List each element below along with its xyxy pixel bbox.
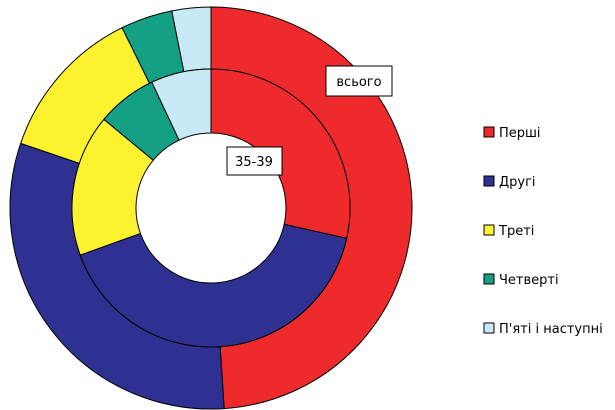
outer-ring-label: всього — [325, 65, 393, 97]
legend-item: П'яті і наступні — [483, 322, 603, 337]
outer-ring — [9, 6, 413, 410]
legend-label: П'яті і наступні — [499, 322, 603, 337]
legend-label: Четверті — [499, 273, 559, 288]
legend-swatch — [483, 175, 495, 187]
outer-ring-label-box — [325, 65, 393, 97]
legend-item: Треті — [483, 224, 534, 239]
legend-label: Другі — [499, 175, 536, 190]
inner-ring-slice-2 — [79, 223, 348, 348]
legend-item: Четверті — [483, 273, 559, 288]
inner-ring — [71, 68, 351, 348]
legend-item: Другі — [483, 175, 536, 190]
inner-ring-slice-5 — [151, 68, 212, 141]
inner-ring-label-text: 35-39 — [235, 155, 273, 170]
legend-item: Перші — [483, 126, 541, 141]
legend-label: Треті — [498, 224, 534, 239]
outer-ring-label-text: всього — [336, 75, 381, 90]
inner-ring-label-box — [226, 146, 283, 176]
legend-swatch — [483, 273, 495, 285]
legend-swatch — [483, 126, 495, 138]
legend-swatch — [483, 224, 495, 236]
legend-swatch — [483, 322, 495, 334]
inner-ring-label: 35-39 — [226, 146, 283, 176]
legend: Перші Другі Треті Четверті П'яті і наступні — [483, 126, 603, 337]
legend-label: Перші — [499, 126, 541, 141]
